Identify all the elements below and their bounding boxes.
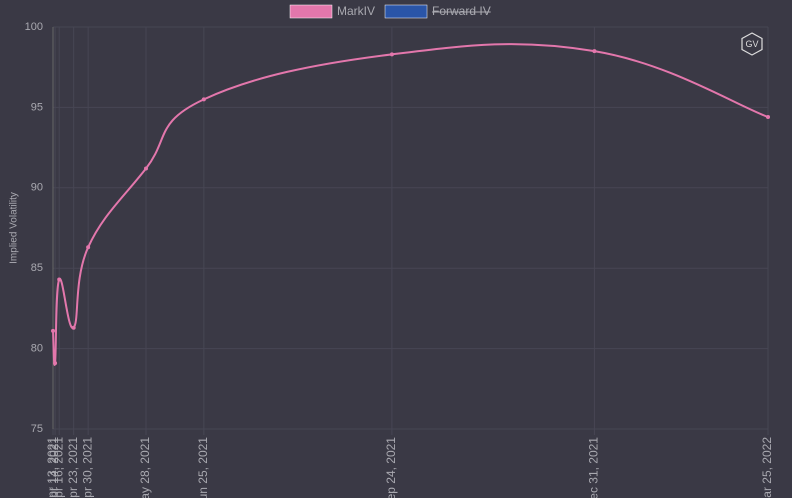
y-tick-label: 100: [25, 21, 43, 33]
legend-label: Forward IV: [432, 4, 491, 18]
y-tick-label: 85: [31, 262, 43, 274]
x-tick-label: Apr 16, 2021: [51, 437, 65, 498]
x-tick-label: Apr 14, 2021: [47, 437, 61, 498]
line: [52, 43, 769, 366]
point: [51, 328, 55, 333]
point: [766, 115, 770, 120]
legend-swatch: [384, 4, 428, 19]
legend-label: MarkIV: [337, 4, 375, 18]
watermark: GV: [745, 39, 758, 49]
x-tick-label: Apr 13, 2021: [45, 437, 59, 498]
point: [592, 49, 597, 54]
point: [143, 166, 148, 171]
point: [201, 97, 206, 102]
x-tick-label: Sep 24, 2021: [384, 437, 398, 498]
point: [53, 361, 58, 366]
y-tick-label: 80: [31, 343, 43, 355]
x-tick-label: Apr 23, 2021: [66, 437, 80, 498]
y-tick-label: 95: [31, 101, 43, 113]
x-tick-label: May 28, 2021: [138, 437, 152, 498]
logo: [741, 32, 763, 56]
point: [86, 245, 91, 250]
y-tick-label: 75: [31, 423, 43, 435]
y-tick-label: 90: [31, 182, 43, 194]
point: [389, 52, 394, 57]
x-tick-label: Dec 31, 2021: [587, 437, 601, 498]
x-tick-label: Apr 30, 2021: [80, 437, 94, 498]
y-axis-label: Implied Volatility: [9, 192, 20, 264]
x-tick-label: Jun 25, 2021: [196, 437, 210, 498]
point: [71, 325, 76, 330]
point: [57, 277, 62, 282]
legend-swatch: [289, 4, 333, 19]
x-tick-label: Mar 25, 2022: [760, 437, 774, 498]
